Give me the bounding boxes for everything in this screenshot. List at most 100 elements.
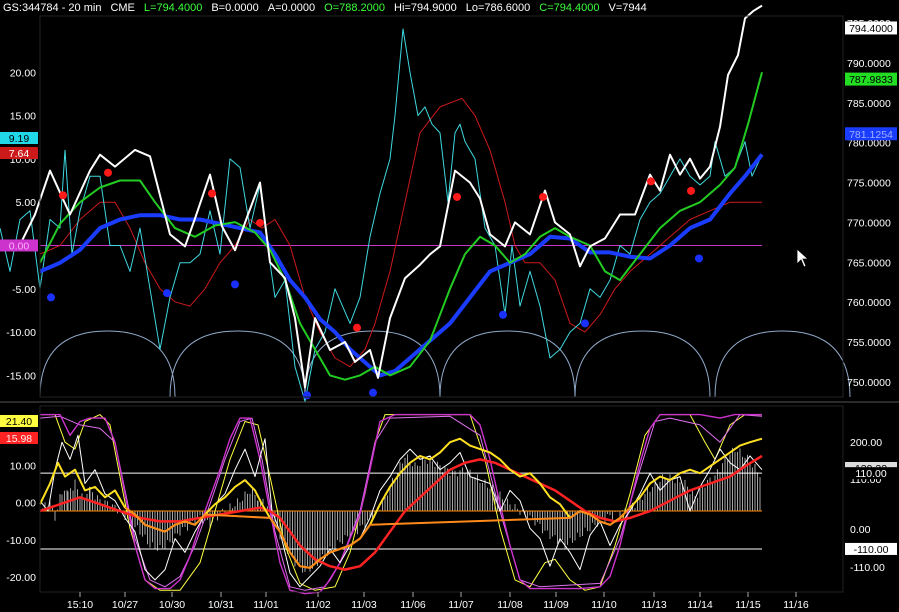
swing-high-dot-4 [256,218,264,227]
osc-lower-level-tag-box [845,542,897,555]
x-tick-label-13: 11/13 [641,599,667,611]
axes-layer: 20.00 15.00 10.00 5.00 0.00 -5.00 -10.00 -15.00… [0,15,899,611]
magenta-stochastic-line [40,413,762,595]
x-tick-label-1: 15:10 [67,599,93,611]
red-left-tag-box [0,147,38,159]
x-tick-label-9: 11/07 [448,599,474,611]
swing-high-dot-9 [687,186,695,195]
high-value: Hi=794.9000 [394,2,457,14]
left-tick-label-8: -15.00 [6,370,36,382]
swing-high-dot-3 [208,189,216,198]
osc-right-tick-label-1: 200.00 [850,437,882,449]
red-moving-average-line [39,97,762,368]
osc-right-tick-label-3: 0.00 [850,524,871,536]
blue-moving-average-line [39,153,764,378]
swing-high-dot-8 [647,177,655,186]
close-value: C=794.4000 [539,2,600,14]
bid-value: B=0.0000 [211,2,259,14]
x-tick-label-5: 11/01 [253,599,279,611]
green-moving-average-line [39,72,763,381]
price-line [0,4,763,389]
x-tick-label-10: 11/08 [497,599,523,611]
swing-low-dot-6 [499,310,507,319]
cyan-oscillator-line [0,28,761,402]
x-tick-label-11: 11/09 [543,599,569,611]
cycle-arc-1 [39,330,176,398]
x-tick-label-8: 11/06 [400,599,426,611]
quote-header: GS:344784 - 20 min CME L=794.4000 B=0.0000 A… [0,0,899,16]
swing-low-dot-8 [695,254,703,263]
right-tick-label-8: 760.0000 [847,297,891,309]
x-tick-label-3: 10/30 [159,599,185,611]
right-tick-label-9: 755.0000 [847,337,891,349]
x-tick-label-14: 11/14 [687,599,713,611]
cyan-left-tag: 9.19 [9,133,30,145]
swing-high-dot-2 [104,168,112,177]
left-tick-label-2: 15.00 [10,111,36,123]
low-value: Lo=786.6000 [465,2,531,14]
oscillator-panel[interactable] [39,413,763,595]
violet-stochastic-line [39,414,763,591]
zero-left-tag-box [0,239,38,252]
last-value: L=794.4000 [143,2,203,14]
osc-upper-level-tag-box [845,467,897,480]
left-tick-label-7: -10.00 [6,327,36,339]
ask-value: A=0.0000 [267,2,316,14]
volume-value: V=7944 [608,2,647,14]
left-tick-label-6: -5.00 [12,284,36,296]
green-ma-tag-box [845,72,897,86]
price-plot-frame [39,15,844,398]
x-tick-label-7: 11/03 [351,599,377,611]
swing-high-dot-6 [453,192,461,201]
x-tick-label-15: 11/15 [735,599,761,611]
cycle-arc-6 [714,330,851,398]
swing-low-dot-5 [369,388,377,397]
red-signal-line [39,454,763,571]
cycle-arc-5 [574,330,711,398]
swing-low-dot-3 [231,280,239,289]
swing-low-dot-7 [581,319,589,328]
cyan-left-tag-box [0,132,38,144]
osc-yellow-left-tag-box [0,415,38,427]
x-tick-label-2: 10/27 [112,599,138,611]
osc-left-tick-label-2: 0.00 [16,498,37,510]
swing-high-dot-1 [59,191,67,200]
osc-red-left-tag: 15.98 [6,433,32,445]
osc-left-tick-label-4: -20.00 [6,572,36,584]
osc-lower-level-tag: -110.00 [854,544,889,556]
osc-left-tick-label-1: 10.00 [10,461,36,473]
swing-high-dot-7 [539,192,547,201]
red-left-tag: 7.64 [9,148,30,160]
osc-upper-level-tag: 110.00 [855,468,886,480]
mouse-cursor-icon [796,248,810,268]
price-panel[interactable] [0,4,851,402]
orange-oscillator-segment [124,506,631,569]
x-tick-label-4: 10/31 [208,599,234,611]
exchange-label: CME [110,2,135,14]
blue-ma-tag: 781.1254 [849,129,893,141]
green-ma-tag: 787.9833 [849,74,893,86]
left-tick-label-4: 5.00 [16,197,37,209]
right-tick-label-2: 790.0000 [847,58,891,70]
x-tick-label-6: 11/02 [305,599,331,611]
osc-left-tick-label-3: -10.00 [6,535,36,547]
right-tick-label-7: 765.0000 [847,257,891,269]
right-tick-label-6: 770.0000 [847,217,891,229]
zero-left-tag: 0.00 [9,240,30,252]
right-tick-label-5: 775.0000 [847,178,891,190]
swing-low-dot-2 [163,289,171,298]
cycle-arc-2 [169,330,306,398]
last-price-tag-box [845,21,897,35]
right-tick-label-10: 750.0000 [847,377,891,389]
blue-ma-tag-box [845,127,897,141]
right-tick-label-4: 780.0000 [847,138,891,150]
last-price-tag: 794.4000 [849,23,893,35]
osc-red-left-tag-box [0,432,38,444]
x-tick-label-12: 11/10 [591,599,617,611]
osc-right-tick-label-4: -110.00 [850,562,885,574]
swing-high-dot-5 [353,323,361,332]
swing-low-dot-1 [47,293,55,302]
symbol-label: GS:344784 - 20 min [3,2,102,14]
cycle-arc-4 [439,330,576,398]
